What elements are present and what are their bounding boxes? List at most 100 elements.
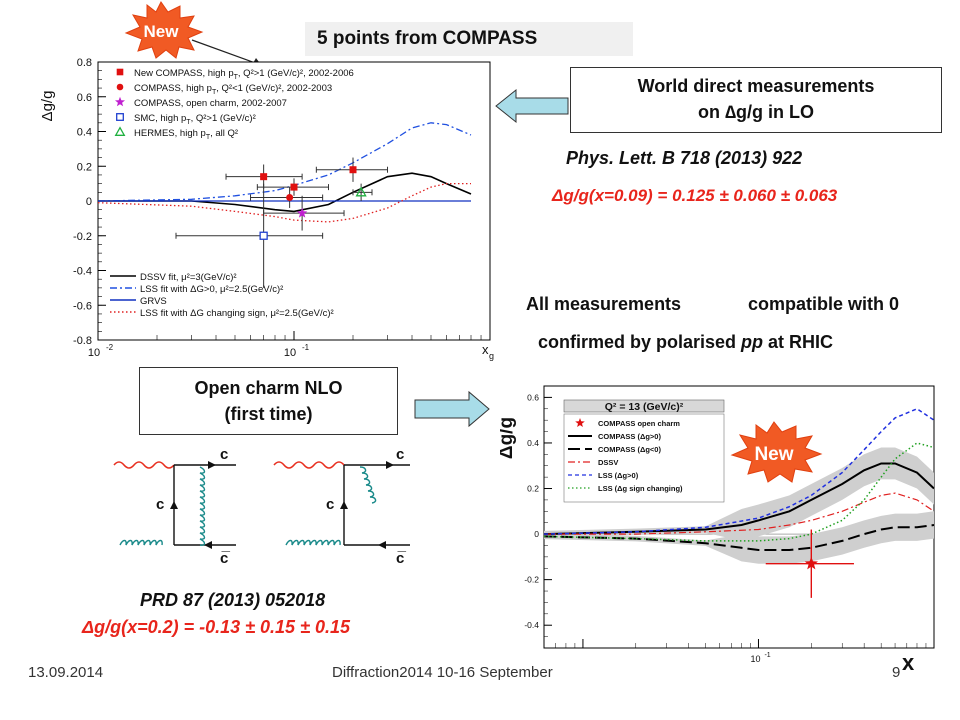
y-tick-label: -0.6 — [73, 300, 92, 312]
quark-label: c — [156, 496, 164, 513]
curve-lss-dg-0 — [97, 122, 472, 202]
right-chart: -0.4 -0.2 0 0.2 0.4 0.6 10 -1 Δg/g x Q² = 13 (GeV/… — [500, 385, 935, 675]
footer-conference: Diffraction2014 10-16 September — [332, 664, 553, 681]
open-charm-line2: (first time) — [224, 404, 313, 424]
x-tick-label: 10 — [284, 347, 296, 359]
open-charm-line1: Open charm NLO — [194, 378, 343, 398]
x-axis-label-sub: g — [489, 351, 494, 361]
point-marker — [260, 173, 268, 181]
gluon-line-1 — [119, 539, 163, 546]
point-marker — [349, 166, 357, 174]
new-badge-top: New — [124, 1, 204, 59]
x-tick-label: 10 — [750, 654, 760, 664]
legend-entry: COMPASS, high pT, Q²<1 (GeV/c)², 2002-20… — [134, 83, 332, 96]
point-marker — [296, 207, 308, 218]
y-tick-label: 0.8 — [77, 57, 92, 69]
legend-header-box — [563, 399, 725, 413]
x-tick-exponent: -1 — [764, 652, 770, 659]
y-tick-label: 0 — [86, 196, 92, 208]
y-tick-label: 0.4 — [527, 438, 539, 448]
legend-entry: LSS (Δg>0) — [598, 471, 639, 480]
point-marker — [259, 231, 268, 240]
legend-marker — [116, 113, 124, 121]
all-measurements-text-b: compatible with 0 — [748, 294, 900, 314]
y-tick-label: -0.2 — [524, 575, 539, 585]
data-point — [250, 187, 324, 208]
legend-marker — [115, 96, 125, 107]
x-axis-label: x — [902, 650, 915, 675]
y-tick-label: 0.6 — [527, 392, 539, 402]
x-tick-exponent: -2 — [106, 343, 114, 352]
curve-dssv — [544, 492, 935, 535]
curve-compass-dg-0 — [543, 462, 935, 536]
antiquark-label: c̅ — [220, 550, 231, 565]
arrow-right — [414, 390, 490, 428]
legend-header: Q² = 13 (GeV/c)² — [605, 401, 684, 413]
photon-line — [113, 461, 175, 469]
open-charm-box: Open charm NLO (first time) — [139, 367, 398, 435]
all-measurements-text-a: All measurements — [526, 294, 682, 314]
curve-compass-dg-0 — [543, 524, 935, 551]
new-badge-text: New — [754, 444, 793, 465]
uncertainty-band — [544, 447, 934, 541]
legend-line-entry: LSS fit with ΔG>0, μ²=2.5(GeV/c)² — [140, 284, 283, 295]
antiquark-label: c̅ — [396, 550, 407, 565]
quark-label: c — [326, 496, 334, 513]
result-lo: Δg/g(x=0.09) = 0.125 ± 0.060 ± 0.063 — [552, 186, 838, 205]
legend-entry: LSS (Δg sign changing) — [598, 484, 683, 493]
result-nlo: Δg/g(x=0.2) = -0.13 ± 0.15 ± 0.15 — [82, 617, 350, 637]
curve-dssv — [98, 172, 472, 213]
starburst-shape — [730, 421, 823, 483]
x-tick-exponent: -1 — [302, 343, 310, 352]
point-marker — [286, 194, 294, 202]
new-badge-right: New — [730, 421, 823, 483]
y-tick-label: 0.2 — [527, 484, 539, 494]
curve-lss-dg-sign-changing — [543, 442, 935, 542]
confirmed-text: confirmed by polarised pp at RHIC — [538, 332, 833, 353]
confirmed-text-b: pp — [741, 332, 764, 352]
legend-line-entry: LSS fit with ΔG changing sign, μ²=2.5(Ge… — [140, 308, 334, 319]
arrow-left — [495, 88, 569, 124]
data-point — [256, 178, 330, 196]
phys-lett-reference: Phys. Lett. B 718 (2013) 922 — [566, 148, 803, 168]
compass-points-label: 5 points from COMPASS — [317, 28, 538, 49]
legend-entry: COMPASS, open charm, 2002-2007 — [134, 98, 287, 109]
y-tick-label: 0 — [534, 529, 539, 539]
quark-label: c — [220, 446, 228, 463]
y-axis-label: Δg/g — [39, 91, 56, 122]
y-tick-label: 0.4 — [77, 127, 92, 139]
legend-line-entry: GRVS — [140, 296, 167, 307]
starburst-shape — [124, 1, 204, 59]
world-measurements-box: World direct measurements on ∆g/g in LO — [570, 67, 942, 133]
world-box-line2: on ∆g/g in LO — [698, 102, 814, 122]
legend-box — [563, 413, 725, 503]
x-axis-label: x — [482, 342, 489, 357]
feynman-diagram-1: c c c̅ — [113, 446, 236, 565]
uncertainty-band — [544, 511, 934, 564]
curve-lss-dg-0 — [543, 407, 935, 535]
data-point — [315, 157, 389, 182]
legend-entry: COMPASS open charm — [598, 419, 680, 428]
data-point — [352, 183, 373, 201]
point-marker — [290, 183, 298, 191]
feynman-diagram-2: c c c̅ — [273, 446, 410, 565]
x-tick-label: 10 — [88, 347, 100, 359]
legend-marker — [116, 83, 124, 91]
legend-entry: HERMES, high pT, all Q² — [134, 128, 238, 141]
y-tick-label: -0.2 — [73, 231, 92, 243]
y-tick-label: -0.4 — [524, 620, 539, 630]
photon-line — [273, 461, 345, 469]
gluon-line-2 — [359, 466, 377, 504]
world-box-line1: World direct measurements — [637, 76, 875, 96]
open-charm-point — [765, 529, 854, 598]
confirmed-text-c: at RHIC — [763, 332, 834, 352]
y-tick-label: 0.6 — [77, 92, 92, 104]
new-badge-text: New — [144, 22, 180, 41]
footer-date: 13.09.2014 — [28, 664, 104, 681]
legend-line-entry: DSSV fit, μ²=3(GeV/c)² — [140, 272, 237, 283]
legend-marker — [575, 418, 585, 427]
prd-reference: PRD 87 (2013) 052018 — [140, 590, 326, 610]
legend-marker — [114, 126, 126, 136]
feynman-diagrams: c c c̅ c c c̅ — [113, 446, 410, 565]
data-point — [175, 183, 324, 288]
